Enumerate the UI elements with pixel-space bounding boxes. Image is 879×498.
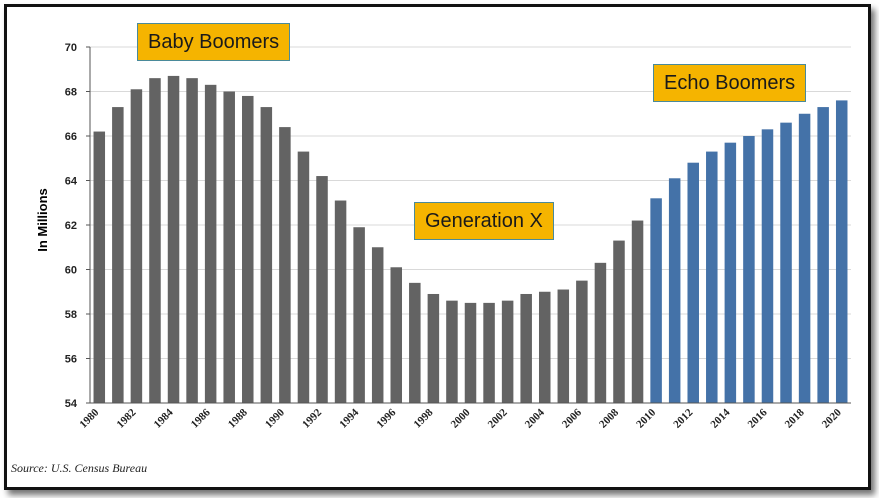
x-tick-label: 1984: [152, 406, 176, 430]
bar-2007: [594, 262, 607, 403]
x-tick-label: 2012: [671, 406, 695, 430]
x-tick-label: 2018: [783, 406, 807, 430]
bar-1983: [149, 78, 161, 404]
bar-2014: [724, 142, 737, 404]
x-tick-label: 2008: [597, 406, 621, 430]
x-tick-label: 2004: [523, 406, 547, 430]
bar-1982: [130, 89, 143, 403]
bar-2005: [557, 289, 570, 403]
y-tick-label: 54: [65, 398, 78, 410]
x-tick-label: 1998: [411, 406, 435, 430]
bar-2001: [483, 302, 495, 404]
x-tick-label: 2014: [708, 406, 732, 430]
bar-1991: [297, 151, 310, 403]
bar-2015: [743, 136, 755, 403]
bar-2000: [464, 302, 477, 404]
echo-boomers-callout: Echo Boomers: [653, 64, 807, 102]
bars: [93, 75, 848, 404]
bar-2016: [761, 129, 774, 403]
bar-1981: [112, 107, 124, 403]
x-tick-label: 2006: [560, 406, 584, 430]
bar-2003: [520, 293, 532, 403]
y-tick-label: 62: [65, 220, 77, 232]
y-axis-label: In Millions: [35, 188, 50, 252]
bar-1986: [204, 84, 217, 403]
bar-2017: [780, 122, 792, 404]
x-tick-labels: 1980 1982 1984 1986 1988 1990 1992 1994 1996 1998…: [77, 406, 844, 430]
bar-1980: [93, 131, 106, 404]
bar-1990: [279, 127, 291, 403]
bar-2004: [538, 291, 551, 403]
bar-1987: [223, 91, 235, 403]
bar-2006: [576, 280, 588, 404]
y-tick-label: 66: [65, 131, 77, 143]
bar-2010: [650, 198, 662, 403]
bar-2019: [817, 107, 829, 403]
bar-1984: [167, 75, 180, 404]
bar-2020: [835, 100, 848, 404]
bar-1999: [446, 300, 458, 403]
x-tick-label: 1990: [263, 406, 287, 430]
x-tick-label: 1996: [374, 406, 398, 430]
bar-1985: [186, 78, 198, 404]
x-tick-label: 2020: [820, 406, 844, 430]
x-tick-label: 2016: [746, 406, 770, 430]
x-tick-label: 1992: [300, 406, 324, 430]
x-tick-label: 2000: [449, 406, 473, 430]
bar-1995: [371, 247, 384, 403]
y-tick-label: 56: [65, 354, 77, 366]
baby-boomers-callout: Baby Boomers: [137, 23, 291, 61]
bar-2018: [798, 113, 811, 403]
x-tick-label: 1986: [189, 406, 213, 430]
bar-2011: [668, 178, 681, 403]
x-tick-label: 1988: [226, 406, 250, 430]
x-tick-label: 1994: [337, 406, 361, 430]
x-tick-label: 1980: [77, 406, 101, 430]
x-tick-label: 1982: [114, 406, 138, 430]
bar-2009: [631, 220, 644, 403]
y-tick-label: 70: [65, 42, 77, 54]
bar-1997: [409, 282, 421, 403]
y-tick-label: 58: [65, 309, 77, 321]
y-tick-label: 64: [65, 176, 78, 188]
x-tick-label: 2010: [634, 406, 658, 430]
bar-1988: [242, 95, 254, 403]
y-tick-labels: 54 56 58 60 62 64 66 68 70: [65, 42, 90, 410]
generation-x-callout: Generation X: [414, 202, 554, 240]
bar-1992: [316, 176, 328, 403]
bar-2008: [613, 240, 625, 403]
bar-1994: [353, 227, 365, 403]
bar-2013: [706, 151, 718, 403]
bar-2012: [687, 162, 699, 403]
bar-1993: [334, 200, 347, 403]
bar-1998: [427, 293, 440, 403]
bar-1989: [260, 107, 273, 403]
x-tick-label: 2002: [486, 406, 510, 430]
bar-1996: [390, 267, 403, 403]
source-note: Source: U.S. Census Bureau: [11, 461, 148, 475]
y-tick-label: 68: [65, 87, 77, 99]
y-tick-label: 60: [65, 265, 77, 277]
bar-2002: [501, 300, 514, 403]
